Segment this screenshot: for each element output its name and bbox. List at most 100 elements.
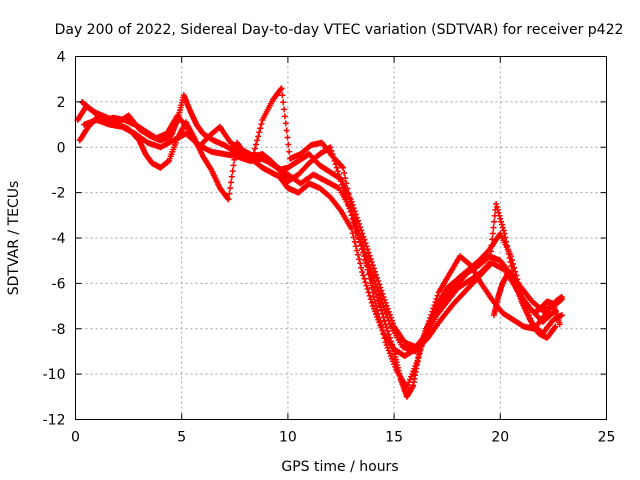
data-point	[355, 251, 361, 258]
data-point	[351, 238, 358, 245]
axis-ticks: 0 5 10 15 20 25 -12 -10 -8 -6 -4 -2 0 2 4	[43, 50, 616, 446]
data-point	[283, 127, 290, 134]
data-point	[378, 287, 385, 294]
data-point	[501, 230, 508, 237]
data-point	[373, 271, 379, 278]
data-point	[281, 106, 288, 113]
data-point	[498, 218, 505, 225]
data-point	[352, 211, 359, 218]
data-point	[493, 203, 500, 210]
data-point	[360, 233, 367, 240]
data-point	[367, 296, 374, 303]
data-point	[334, 168, 341, 175]
data-point	[253, 141, 259, 148]
data-point	[333, 164, 340, 171]
data-point	[375, 288, 382, 295]
data-point	[350, 205, 357, 212]
grid-lines	[75, 56, 607, 420]
y-tick-label: -6	[52, 276, 66, 292]
data-point	[252, 145, 258, 152]
data-point	[353, 214, 360, 221]
data-point	[385, 347, 392, 354]
data-point	[377, 284, 384, 291]
data-point	[380, 294, 387, 300]
x-tick-label: 15	[385, 430, 403, 446]
data-point	[379, 327, 386, 334]
data-point	[508, 263, 515, 270]
data-point	[488, 242, 495, 249]
x-tick-label: 20	[491, 430, 509, 446]
data-point	[389, 317, 395, 324]
data-point	[355, 217, 361, 224]
data-point	[349, 201, 356, 208]
data-point	[377, 318, 384, 325]
data-point	[377, 304, 384, 311]
data-point	[427, 314, 434, 321]
data-point	[257, 125, 264, 132]
data-point	[414, 357, 421, 364]
data-point	[507, 259, 514, 265]
data-point	[552, 323, 559, 330]
data-point	[504, 242, 511, 249]
data-point	[432, 299, 439, 305]
data-point	[225, 196, 232, 203]
data-point	[341, 169, 348, 176]
data-point	[365, 271, 372, 278]
data-point	[230, 162, 237, 169]
data-point	[358, 264, 365, 271]
x-tick-label: 5	[177, 430, 186, 446]
data-point	[280, 99, 287, 106]
data-point	[363, 243, 370, 250]
data-point	[364, 246, 371, 253]
data-point	[256, 129, 263, 136]
data-point	[383, 302, 390, 309]
data-point	[367, 280, 374, 287]
data-point	[358, 227, 365, 234]
data-point	[433, 295, 440, 302]
data-point	[357, 260, 364, 267]
data-point	[430, 305, 437, 312]
data-point	[356, 220, 363, 227]
data-point	[499, 224, 506, 231]
data-point	[378, 307, 385, 314]
data-point	[340, 164, 347, 171]
x-tick-label: 0	[71, 430, 80, 446]
data-point	[362, 240, 369, 246]
series-track-6	[490, 269, 563, 328]
y-tick-label: -10	[43, 367, 66, 383]
data-point	[558, 312, 565, 319]
data-point	[380, 331, 387, 338]
data-point	[497, 215, 504, 222]
data-point	[376, 281, 383, 288]
data-point	[381, 306, 388, 313]
data-point	[228, 179, 234, 186]
y-tick-label: -4	[52, 231, 66, 247]
data-point	[391, 361, 398, 368]
data-point	[362, 279, 369, 286]
data-point	[350, 234, 357, 241]
data-point	[551, 324, 558, 331]
data-point	[384, 328, 391, 334]
data-point	[499, 221, 505, 228]
data-point	[425, 321, 432, 328]
data-point	[277, 86, 284, 93]
data-point	[373, 302, 379, 309]
data-point	[381, 296, 388, 303]
y-tick-label: 2	[57, 95, 66, 111]
data-point	[366, 252, 373, 259]
data-point	[412, 363, 419, 369]
data-point	[364, 266, 371, 273]
data-point	[434, 292, 441, 299]
data-point	[258, 121, 265, 128]
data-point	[349, 230, 356, 237]
data-point	[228, 173, 235, 180]
data-point	[372, 268, 378, 275]
data-point	[376, 314, 383, 321]
data-point	[504, 246, 511, 253]
data-point	[369, 269, 375, 276]
data-point	[282, 120, 289, 127]
data-point	[348, 225, 355, 232]
data-point	[375, 310, 382, 317]
data-point	[502, 234, 509, 241]
data-point	[369, 289, 376, 296]
